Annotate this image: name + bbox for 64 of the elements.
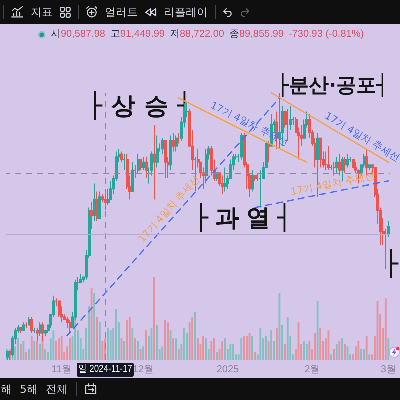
candlestick	[134, 164, 137, 179]
text: 리플레이	[164, 6, 208, 18]
candlestick	[341, 156, 344, 182]
candlestick	[98, 191, 101, 219]
text: 고91,449.99	[110, 28, 165, 40]
candlestick	[338, 154, 341, 176]
text: 종89,855.99	[230, 28, 284, 40]
candlestick	[142, 156, 145, 171]
candlestick	[344, 156, 347, 174]
candlestick	[205, 148, 208, 184]
candlestick	[177, 132, 180, 144]
candlestick	[30, 316, 33, 334]
text: 시90,587.98	[51, 28, 106, 40]
candlestick	[145, 156, 148, 179]
candlestick	[240, 132, 243, 160]
candlestick	[346, 154, 349, 168]
candlestick	[330, 164, 333, 171]
candlestick	[22, 322, 25, 332]
candlestick	[327, 146, 330, 171]
text: -730.93 (-0.81%)	[289, 28, 364, 40]
text: 얼러트	[105, 6, 138, 18]
candlestick	[368, 164, 371, 171]
candlestick	[284, 111, 287, 128]
candlestick	[172, 132, 175, 152]
candlestick	[139, 159, 142, 171]
candlestick	[221, 175, 224, 195]
candlestick	[164, 140, 167, 179]
candlestick	[131, 162, 134, 192]
candlestick	[156, 135, 159, 168]
x-tick-label: 12월	[132, 364, 154, 376]
x-tick-label: 11월	[52, 364, 72, 376]
candlestick	[6, 351, 9, 360]
x-tick-label: 2월	[304, 364, 320, 376]
candlestick	[319, 138, 322, 168]
candlestick	[335, 156, 338, 174]
candlestick	[9, 351, 12, 360]
candlestick	[169, 135, 172, 171]
candlestick	[251, 170, 254, 192]
text: 전체	[46, 382, 68, 396]
candlestick	[123, 154, 126, 171]
annotation: ├과열┤	[194, 204, 299, 232]
candlestick	[153, 124, 156, 200]
candlestick	[161, 138, 164, 155]
annotation: ├	[384, 250, 398, 278]
x-tick-label: 3월	[380, 364, 396, 376]
annotation: ├분산·공포┤	[277, 73, 389, 97]
text: 지표	[31, 6, 53, 18]
ref-line-label: 일 2024-11-17	[76, 363, 134, 377]
candlestick	[254, 175, 257, 182]
text: 저88,722.00	[170, 28, 224, 40]
candlestick	[120, 151, 123, 163]
text: 해	[1, 382, 12, 396]
candlestick	[93, 183, 96, 222]
candlestick	[33, 327, 36, 334]
candlestick	[333, 162, 336, 176]
candlestick	[387, 220, 390, 238]
candlestick	[25, 322, 28, 328]
candlestick	[90, 202, 93, 230]
x-tick-label: 2025	[216, 364, 240, 376]
annotation: 17기 4일차 추세선	[289, 170, 376, 198]
text: 5해	[20, 382, 38, 396]
candlestick	[175, 135, 178, 152]
candlestick	[224, 167, 227, 192]
candlestick	[19, 327, 22, 334]
